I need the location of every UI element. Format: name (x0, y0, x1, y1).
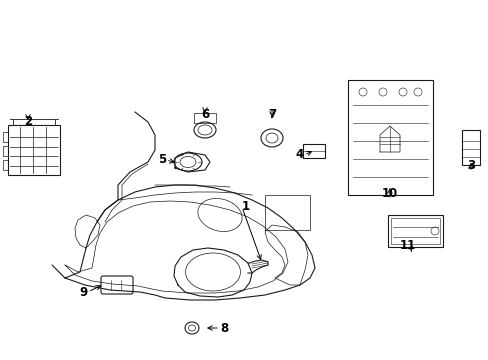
Bar (387, 215, 442, 247)
Bar (3, 132, 8, 142)
Bar (347, 80, 432, 195)
Text: 10: 10 (381, 187, 397, 200)
Text: 6: 6 (201, 108, 209, 121)
Bar (194, 113, 216, 123)
Bar (390, 218, 439, 244)
Text: 9: 9 (80, 285, 88, 298)
Text: 2: 2 (24, 115, 32, 128)
Text: 7: 7 (267, 108, 276, 121)
Text: 1: 1 (242, 201, 250, 213)
Bar (3, 160, 8, 170)
Text: 4: 4 (295, 148, 304, 162)
Bar (303, 144, 325, 158)
Text: 3: 3 (466, 159, 474, 172)
Text: 5: 5 (158, 153, 165, 166)
Text: 11: 11 (399, 239, 415, 252)
Bar (461, 130, 479, 165)
Text: 8: 8 (220, 321, 228, 334)
Bar (3, 146, 8, 156)
Bar (8, 125, 60, 175)
